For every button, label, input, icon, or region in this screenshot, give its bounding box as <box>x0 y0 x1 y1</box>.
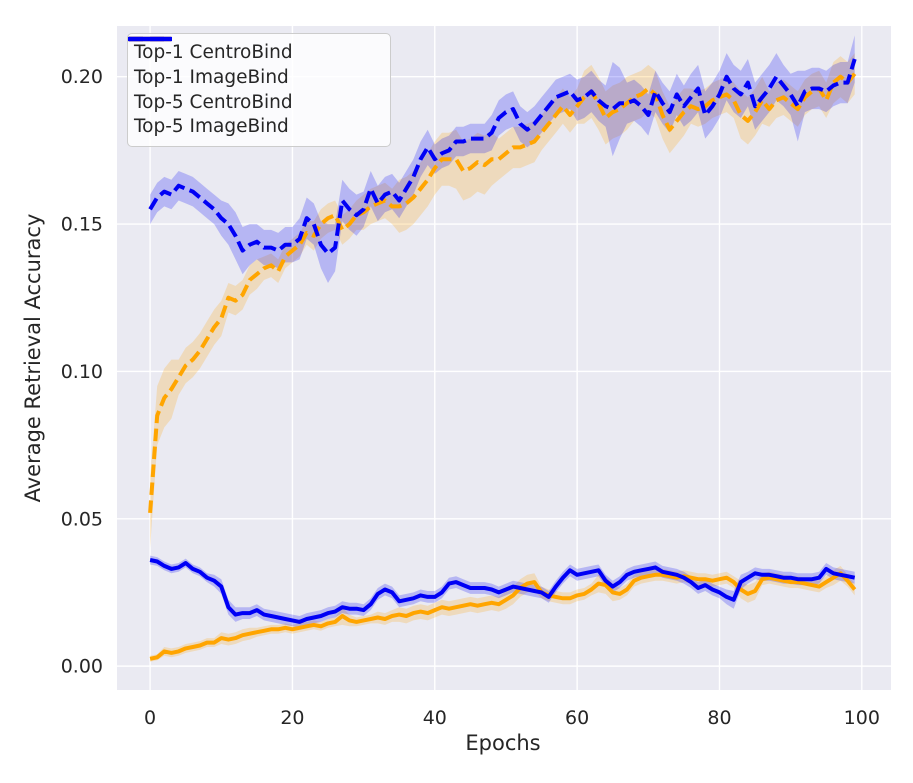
legend-item-top5-imagebind: Top-5 ImageBind <box>129 36 378 140</box>
y-tick-label: 0.20 <box>61 66 103 88</box>
x-axis-label: Epochs <box>465 731 541 755</box>
series-band-top-5-centrobind <box>150 53 855 549</box>
top5-imagebind-line-swatch-icon <box>129 36 171 42</box>
y-tick-label: 0.10 <box>61 361 103 383</box>
legend-label: Top-5 CentroBind <box>134 91 293 113</box>
x-tick-label: 60 <box>565 707 589 729</box>
x-tick-label: 0 <box>144 707 156 729</box>
legend-item-top1-centrobind: Top-1 CentroBind <box>128 36 378 66</box>
series-line-top-5-imagebind <box>148 58 857 256</box>
legend-label: Top-1 CentroBind <box>134 42 293 64</box>
legend-label: Top-5 ImageBind <box>134 116 289 138</box>
series-band-top-1-centrobind <box>150 565 855 662</box>
y-tick-label: 0.05 <box>61 508 103 530</box>
x-tick-label: 80 <box>707 707 731 729</box>
legend-item-top1-imagebind: Top-1 ImageBind <box>128 36 378 91</box>
legend-item-top5-centrobind: Top-5 CentroBind <box>129 36 378 116</box>
legend-label: Top-1 ImageBind <box>134 66 289 88</box>
series-line-top-1-imagebind <box>149 558 856 624</box>
x-tick-label: 100 <box>844 707 880 729</box>
y-tick-label: 0.15 <box>61 214 103 236</box>
x-tick-label: 20 <box>280 707 304 729</box>
y-axis-label: Average Retrieval Accuracy <box>21 213 45 503</box>
series-line-top-5-centrobind <box>148 72 857 514</box>
x-tick-label: 40 <box>423 707 447 729</box>
y-tick-label: 0.00 <box>61 656 103 678</box>
legend[interactable]: Top-1 CentroBind Top-1 ImageBind Top-5 C… <box>127 33 391 147</box>
